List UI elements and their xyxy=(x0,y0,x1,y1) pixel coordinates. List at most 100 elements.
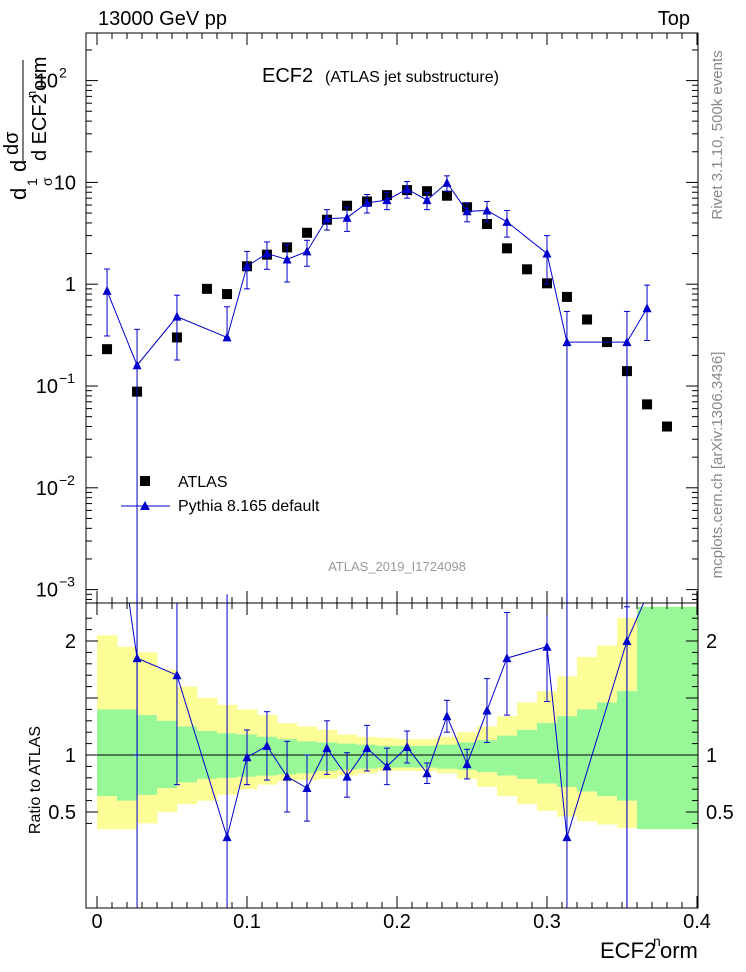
rivet-label: Rivet 3.1.10, 500k events xyxy=(709,50,726,219)
legend-atlas-marker xyxy=(140,476,150,486)
band-inner-bin xyxy=(656,606,678,830)
ratio-pythia-line xyxy=(128,603,645,839)
pythia-point xyxy=(362,197,372,207)
atlas-point xyxy=(342,200,353,211)
atlas-point xyxy=(201,283,212,294)
svg-text:orm: orm xyxy=(29,57,51,91)
ratio-y-label: Ratio to ATLAS xyxy=(27,726,44,834)
svg-text:ECF2: ECF2 xyxy=(600,938,656,963)
ratio-pythia-point xyxy=(382,761,392,771)
ratio-pythia-point xyxy=(402,742,412,752)
ratio-pythia-point xyxy=(342,771,352,781)
y-label-one-over-sigma: d xyxy=(6,188,31,200)
pythia-point xyxy=(132,360,142,370)
ratio-tick-label: 1 xyxy=(65,745,76,767)
ratio-pythia-point xyxy=(103,442,112,451)
pythia-point xyxy=(382,195,392,205)
ratio-pythia-point xyxy=(422,768,432,778)
ratio-pythia-point xyxy=(262,740,272,750)
pythia-point xyxy=(442,177,452,187)
y-tick-label: 10 xyxy=(36,580,58,602)
svg-text:1: 1 xyxy=(24,178,40,186)
pythia-point xyxy=(422,195,432,205)
ratio-pythia-point xyxy=(442,711,452,721)
pythia-point xyxy=(302,246,312,256)
y-tick-label: 10 xyxy=(36,376,58,398)
atlas-point xyxy=(501,243,512,254)
svg-text:n: n xyxy=(24,91,39,98)
pythia-point xyxy=(242,261,252,271)
legend-atlas-label: ATLAS xyxy=(178,474,228,491)
ratio-pythia-point xyxy=(282,771,292,781)
band-inner-bin xyxy=(497,735,518,776)
band-inner-bin xyxy=(97,709,118,797)
ratio-tick-label-right: 2 xyxy=(706,631,717,653)
svg-text:d ECF2: d ECF2 xyxy=(29,93,51,161)
legend-pythia-marker xyxy=(140,501,150,510)
atlas-point xyxy=(561,291,572,302)
band-inner-bin xyxy=(416,745,438,768)
atlas-point xyxy=(582,314,593,325)
pythia-point xyxy=(172,311,182,321)
pythia-point xyxy=(282,254,292,264)
atlas-point xyxy=(222,289,233,300)
pythia-point xyxy=(642,303,652,313)
pythia-point xyxy=(502,216,512,226)
energy-label: 13000 GeV pp xyxy=(98,8,227,30)
ratio-tick-label: 2 xyxy=(65,631,76,653)
pythia-point xyxy=(622,337,632,347)
x-axis-label: ECF2 n orm xyxy=(600,933,698,963)
atlas-point xyxy=(302,227,312,238)
pythia-point xyxy=(102,285,112,295)
pythia-point xyxy=(462,206,472,216)
x-tick-label: 0.4 xyxy=(683,911,711,933)
y-tick-exp: −1 xyxy=(59,370,75,386)
band-inner-bin xyxy=(677,606,698,830)
ratio-pythia-point xyxy=(643,590,652,599)
pythia-point xyxy=(482,205,492,215)
legend: ATLAS Pythia 8.165 default xyxy=(121,474,320,515)
pythia-point xyxy=(262,248,272,258)
ratio-uncertainty-bands xyxy=(97,606,698,830)
ratio-tick-label: 0.5 xyxy=(48,802,76,824)
y-tick-exp: 2 xyxy=(59,65,67,81)
band-inner-bin xyxy=(536,723,558,784)
pythia-point xyxy=(322,213,332,223)
ratio-tick-label-right: 0.5 xyxy=(706,802,734,824)
y-tick-exp: −2 xyxy=(59,472,75,488)
svg-text:orm: orm xyxy=(660,938,698,963)
svg-text:σ: σ xyxy=(39,177,55,186)
band-inner-bin xyxy=(157,720,178,789)
ratio-pythia-point xyxy=(242,752,252,762)
atlas-point xyxy=(662,421,672,432)
atlas-point xyxy=(102,344,113,355)
x-tick-label: 0.2 xyxy=(383,911,411,933)
band-inner-bin xyxy=(517,729,538,779)
process-label: Top xyxy=(658,8,690,30)
atlas-point xyxy=(422,186,432,197)
ratio-tick-label-right: 1 xyxy=(706,745,717,767)
chart-title: ECF2 xyxy=(262,65,313,87)
atlas-point xyxy=(482,219,492,230)
band-inner-bin xyxy=(476,740,498,773)
ratio-pythia-point xyxy=(322,743,332,753)
band-inner-bin xyxy=(437,744,458,769)
analysis-label: ATLAS_2019_I1724098 xyxy=(328,559,466,574)
ratio-pythia-point xyxy=(482,705,492,715)
band-inner-bin xyxy=(596,702,618,797)
ratio-pythia-point xyxy=(302,783,312,793)
atlas-point xyxy=(441,190,452,201)
pythia-point xyxy=(542,248,552,258)
x-tick-label: 0.3 xyxy=(533,911,561,933)
svg-text:dσ: dσ xyxy=(1,131,23,155)
pythia-line xyxy=(106,182,648,367)
ratio-pythia-point xyxy=(502,653,512,663)
legend-pythia-label: Pythia 8.165 default xyxy=(178,498,320,515)
ratio-pythia-point xyxy=(172,670,182,680)
y-tick-exp: −3 xyxy=(59,574,75,590)
band-inner-bin xyxy=(577,709,598,792)
atlas-point xyxy=(522,264,533,275)
ratio-pythia-point xyxy=(362,743,372,753)
